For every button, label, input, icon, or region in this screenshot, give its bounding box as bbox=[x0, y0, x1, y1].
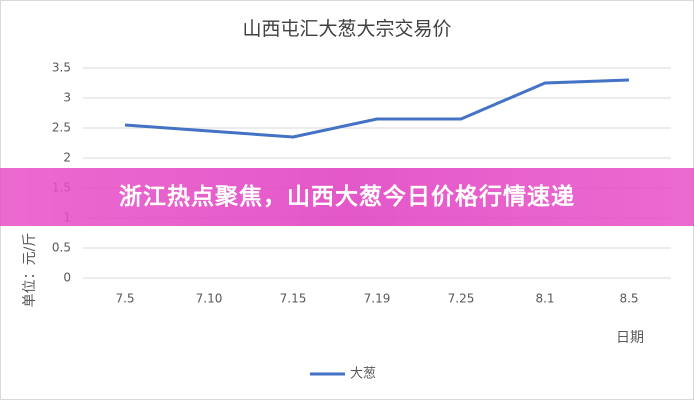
x-tick-label: 7.15 bbox=[280, 292, 307, 306]
x-tick-label: 7.10 bbox=[196, 292, 223, 306]
y-tick-label: 2 bbox=[63, 151, 71, 165]
y-axis-label: 单位：元/斤 bbox=[22, 233, 38, 308]
x-tick-label: 7.19 bbox=[364, 292, 391, 306]
y-tick-label: 3.5 bbox=[52, 61, 71, 75]
y-tick-label: 2.5 bbox=[52, 121, 71, 135]
x-tick-label: 8.5 bbox=[619, 292, 638, 306]
line bbox=[124, 78, 630, 139]
x-tick-label: 7.25 bbox=[448, 292, 475, 306]
x-tick-label: 7.5 bbox=[115, 292, 134, 306]
y-tick-label: 0.5 bbox=[52, 241, 71, 255]
x-tick-label: 8.1 bbox=[535, 292, 554, 306]
banner: 浙江热点聚焦，山西大葱今日价格行情速递 bbox=[0, 168, 694, 226]
chart-title: 山西屯汇大葱大宗交易价 bbox=[242, 18, 451, 40]
y-tick-label: 0 bbox=[63, 271, 71, 285]
legend-label: 大葱 bbox=[350, 367, 376, 382]
x-axis-label: 日期 bbox=[616, 330, 644, 346]
y-tick-label: 3 bbox=[63, 91, 71, 105]
